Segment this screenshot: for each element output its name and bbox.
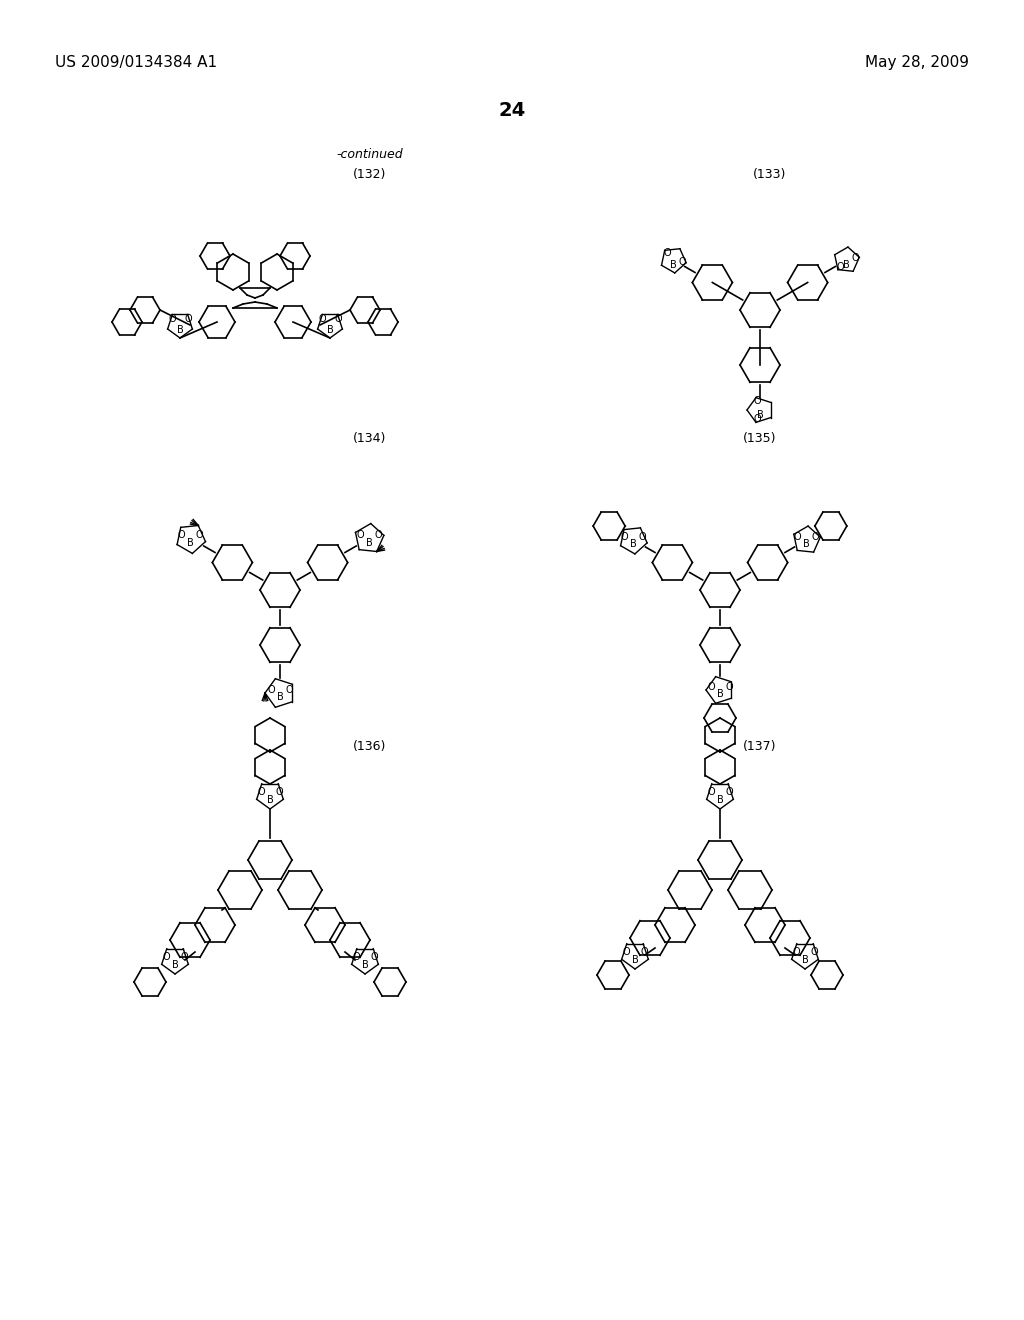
Text: O: O	[257, 787, 265, 797]
Text: O: O	[286, 685, 293, 696]
Text: O: O	[623, 946, 630, 957]
Text: O: O	[678, 257, 686, 267]
Text: O: O	[168, 314, 176, 323]
Text: 24: 24	[499, 100, 525, 120]
Text: B: B	[843, 260, 850, 271]
Text: B: B	[757, 411, 763, 420]
Text: O: O	[725, 682, 733, 692]
Text: (132): (132)	[353, 168, 387, 181]
Text: US 2009/0134384 A1: US 2009/0134384 A1	[55, 54, 217, 70]
Text: (135): (135)	[743, 432, 777, 445]
Text: B: B	[366, 537, 373, 548]
Text: B: B	[717, 795, 723, 805]
Text: O: O	[356, 531, 364, 540]
Text: O: O	[794, 532, 802, 543]
Text: -continued: -continued	[337, 149, 403, 161]
Text: O: O	[275, 787, 283, 797]
Text: B: B	[803, 539, 810, 549]
Text: O: O	[318, 314, 326, 323]
Text: O: O	[725, 787, 733, 797]
Text: B: B	[670, 260, 677, 271]
Text: B: B	[276, 692, 284, 702]
Text: (136): (136)	[353, 741, 387, 752]
Text: May 28, 2009: May 28, 2009	[865, 54, 969, 70]
Text: O: O	[812, 532, 819, 543]
Text: B: B	[176, 325, 183, 335]
Text: B: B	[361, 960, 369, 970]
Text: O: O	[371, 952, 378, 962]
Text: O: O	[184, 314, 191, 323]
Text: O: O	[837, 261, 845, 272]
Text: B: B	[172, 960, 178, 970]
Text: B: B	[187, 537, 195, 548]
Text: O: O	[375, 531, 382, 540]
Text: O: O	[754, 396, 761, 407]
Text: O: O	[793, 946, 800, 957]
Text: (137): (137)	[743, 741, 777, 752]
Text: O: O	[754, 413, 761, 424]
Text: O: O	[639, 532, 646, 543]
Text: O: O	[810, 946, 818, 957]
Text: O: O	[621, 532, 628, 543]
Text: B: B	[717, 689, 723, 700]
Text: O: O	[196, 531, 204, 540]
Text: B: B	[630, 539, 637, 549]
Text: O: O	[334, 314, 342, 323]
Text: B: B	[327, 325, 334, 335]
Text: (133): (133)	[754, 168, 786, 181]
Text: O: O	[352, 952, 359, 962]
Text: O: O	[708, 682, 715, 692]
Text: B: B	[632, 954, 638, 965]
Text: O: O	[664, 248, 671, 259]
Text: O: O	[162, 952, 170, 962]
Text: O: O	[708, 787, 715, 797]
Text: O: O	[180, 952, 187, 962]
Text: O: O	[267, 685, 274, 696]
Text: (134): (134)	[353, 432, 387, 445]
Text: O: O	[178, 531, 185, 540]
Text: O: O	[640, 946, 648, 957]
Text: O: O	[852, 253, 859, 263]
Text: B: B	[266, 795, 273, 805]
Text: B: B	[802, 954, 808, 965]
